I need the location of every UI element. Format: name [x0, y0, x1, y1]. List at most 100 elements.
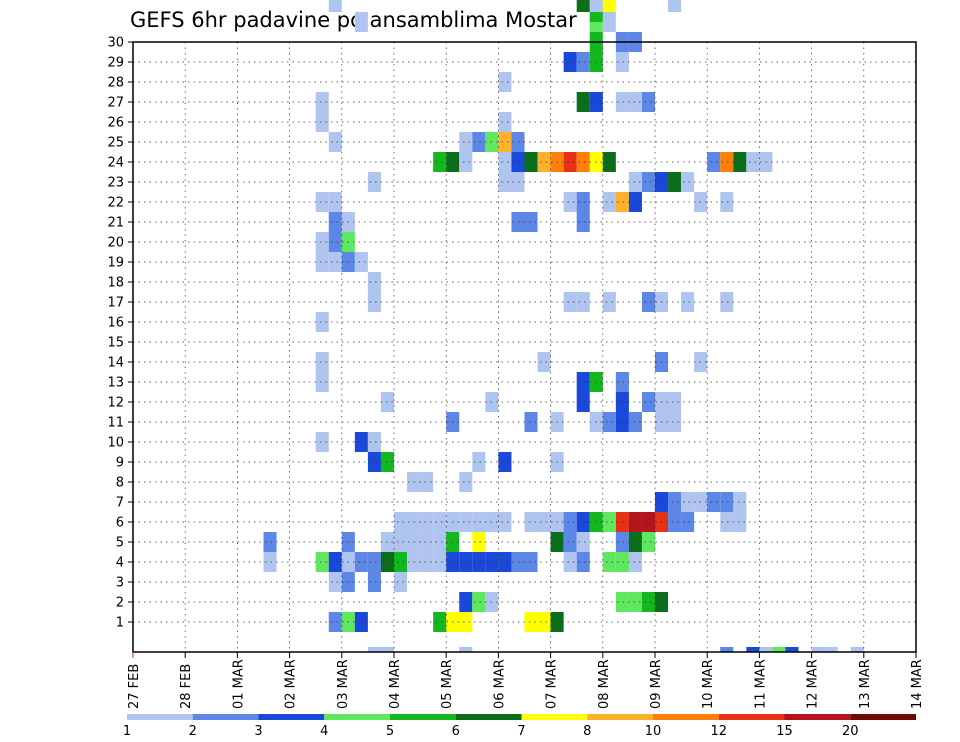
heatmap-cell	[459, 592, 473, 612]
heatmap-cell	[315, 552, 329, 572]
heatmap-cell	[315, 372, 329, 392]
heatmap-cell	[524, 552, 538, 572]
heatmap-cell	[628, 172, 642, 192]
heatmap-cell	[315, 352, 329, 372]
heatmap-cell	[328, 132, 342, 152]
heatmap-cell	[328, 0, 342, 12]
x-tick-label: 01 MAR	[231, 659, 246, 709]
heatmap-cell	[576, 532, 590, 552]
heatmap-cell	[354, 252, 368, 272]
heatmap-cell	[459, 512, 473, 532]
heatmap-cell	[563, 152, 577, 172]
y-tick-label: 29	[107, 56, 124, 71]
y-tick-label: 11	[107, 416, 124, 431]
heatmap-cell	[589, 0, 603, 12]
heatmap-cell	[720, 292, 734, 312]
heatmap-cells	[263, 0, 864, 652]
heatmap-cell	[641, 392, 655, 412]
heatmap-cell	[628, 532, 642, 552]
heatmap-cell	[354, 432, 368, 452]
heatmap-cell	[498, 152, 512, 172]
heatmap-cell	[576, 292, 590, 312]
heatmap-cell	[628, 412, 642, 432]
heatmap-cell	[668, 412, 682, 432]
heatmap-cell	[563, 512, 577, 532]
heatmap-cell	[524, 412, 538, 432]
heatmap-cell	[746, 647, 760, 652]
heatmap-cell	[641, 592, 655, 612]
heatmap-cell	[824, 647, 838, 652]
colorbar-swatch	[127, 714, 193, 720]
heatmap-cell	[328, 192, 342, 212]
y-tick-label: 6	[116, 516, 124, 531]
heatmap-cell	[367, 647, 381, 652]
heatmap-cell	[641, 292, 655, 312]
x-tick-label: 07 MAR	[545, 659, 560, 709]
heatmap-cell	[563, 192, 577, 212]
heatmap-cell	[668, 492, 682, 512]
heatmap-cell	[615, 592, 629, 612]
heatmap-cell	[328, 212, 342, 232]
heatmap-cell	[720, 492, 734, 512]
heatmap-cell	[459, 612, 473, 632]
x-tick-label: 11 MAR	[753, 659, 768, 709]
heatmap-cell	[746, 152, 760, 172]
y-tick-label: 5	[116, 536, 124, 551]
heatmap-cell	[394, 532, 408, 552]
heatmap-cell	[681, 492, 695, 512]
heatmap-cell	[537, 512, 551, 532]
heatmap-cell	[733, 152, 747, 172]
heatmap-cell	[576, 392, 590, 412]
heatmap-cell	[498, 112, 512, 132]
heatmap-cell	[315, 432, 329, 452]
y-tick-label: 4	[116, 556, 124, 571]
colorbar-swatch	[587, 714, 653, 720]
heatmap-cell	[394, 552, 408, 572]
heatmap-cell	[315, 192, 329, 212]
y-tick-label: 17	[107, 296, 124, 311]
y-tick-label: 21	[107, 216, 124, 231]
colorbar-swatch	[455, 714, 522, 720]
heatmap-cell	[315, 252, 329, 272]
heatmap-cell	[367, 292, 381, 312]
colorbar-swatch	[784, 714, 851, 720]
heatmap-cell	[328, 552, 342, 572]
heatmap-cell	[354, 552, 368, 572]
heatmap-cell	[433, 532, 447, 552]
heatmap-cell	[433, 152, 447, 172]
heatmap-cell	[641, 512, 655, 532]
colorbar-label: 20	[842, 724, 859, 739]
heatmap-cell	[576, 552, 590, 572]
x-tick-label: 05 MAR	[440, 659, 455, 709]
heatmap-cell	[602, 192, 616, 212]
heatmap-cell	[628, 192, 642, 212]
heatmap-cell	[733, 512, 747, 532]
heatmap-cell	[602, 0, 616, 12]
heatmap-cell	[720, 647, 734, 652]
heatmap-cell	[733, 492, 747, 512]
heatmap-cell	[602, 512, 616, 532]
x-tick-label: 06 MAR	[492, 659, 507, 709]
x-tick-label: 04 MAR	[388, 659, 403, 709]
heatmap-cell	[354, 12, 368, 32]
heatmap-cell	[681, 512, 695, 532]
colorbar-swatch	[850, 714, 916, 720]
colorbar-label: 12	[710, 724, 727, 739]
heatmap-cell	[328, 572, 342, 592]
y-tick-label: 27	[107, 96, 124, 111]
y-axis-ticks: 1234567891011121314151617181920212223242…	[107, 36, 133, 631]
heatmap-cell	[602, 292, 616, 312]
heatmap-cell	[772, 647, 786, 652]
heatmap-cell	[420, 532, 434, 552]
heatmap-cell	[328, 252, 342, 272]
heatmap-cell	[354, 612, 368, 632]
heatmap-cell	[328, 232, 342, 252]
heatmap-cell	[707, 492, 721, 512]
heatmap-cell	[380, 647, 394, 652]
heatmap-cell	[472, 592, 486, 612]
colorbar-swatch	[390, 714, 456, 720]
heatmap-cell	[720, 512, 734, 532]
x-tick-label: 27 FEB	[127, 664, 142, 709]
heatmap-cell	[602, 552, 616, 572]
